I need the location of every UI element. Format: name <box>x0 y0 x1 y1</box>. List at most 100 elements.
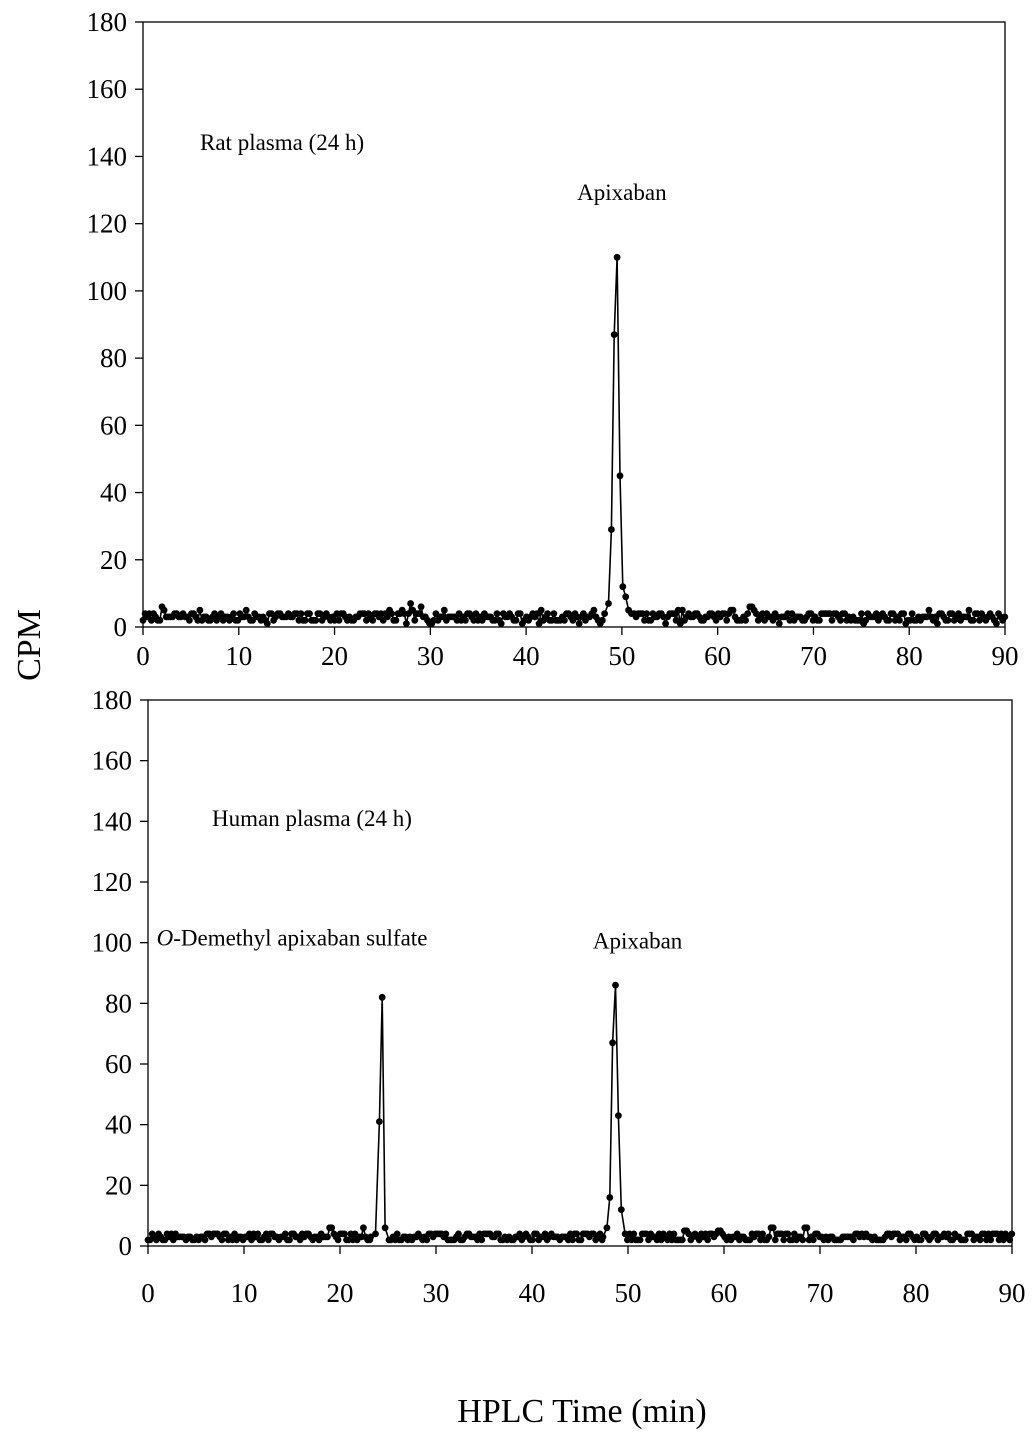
y-tick-label: 180 <box>92 685 133 715</box>
peak-annotation: Apixaban <box>577 180 667 205</box>
x-tick-label: 10 <box>231 1278 258 1308</box>
data-point <box>775 620 783 627</box>
plot-frame <box>142 21 1006 628</box>
y-tick-label: 180 <box>87 7 128 37</box>
data-point <box>945 1230 952 1238</box>
data-point <box>324 1233 331 1241</box>
human-plasma-panel: 0 20 40 60 80 100 120 140 160 180 0 10 20 30 40 50 60 70 8… <box>92 685 1026 1308</box>
x-axis-title: HPLC Time (min) <box>457 1393 706 1430</box>
x-tick-label: 50 <box>615 1278 642 1308</box>
data-point <box>662 620 669 627</box>
data-point <box>679 606 686 614</box>
data-point <box>286 1236 293 1244</box>
data-point <box>615 1112 622 1119</box>
data-point <box>742 616 749 624</box>
y-tick-label: 80 <box>105 988 132 1018</box>
data-point <box>828 616 836 624</box>
peak-annotation: O-Demethyl apixaban sulfate <box>157 926 428 951</box>
x-tick-label: 30 <box>417 641 444 671</box>
data-point <box>573 1230 581 1238</box>
data-point <box>925 606 933 614</box>
data-point <box>544 610 551 617</box>
data-point <box>617 1206 625 1213</box>
data-point <box>156 616 164 624</box>
series-line <box>142 256 1006 625</box>
data-point <box>218 1236 226 1244</box>
data-point <box>392 616 400 624</box>
data-point <box>312 616 320 624</box>
data-point <box>765 1233 773 1241</box>
data-point <box>1008 1230 1016 1238</box>
data-point <box>201 1236 209 1244</box>
rat-plasma-panel: 0 20 40 60 80 100 120 140 160 180 0 10 20 30 40 50 60 70 8… <box>87 7 1019 671</box>
data-point <box>512 616 520 624</box>
x-tick-label: 90 <box>999 1278 1026 1308</box>
data-point <box>590 606 598 614</box>
data-point <box>902 1236 910 1244</box>
data-point <box>242 606 250 614</box>
x-tick-label: 30 <box>423 1278 450 1308</box>
data-point <box>495 1230 502 1238</box>
data-point <box>837 616 844 624</box>
data-point <box>729 606 737 614</box>
data-point <box>723 616 731 624</box>
data-point <box>462 616 469 624</box>
data-point <box>550 610 558 617</box>
panel-title: Rat plasma (24 h) <box>200 130 364 155</box>
data-point <box>850 1236 857 1244</box>
data-point <box>610 331 618 338</box>
y-tick-label: 40 <box>105 1110 132 1140</box>
data-point <box>561 616 568 624</box>
data-point <box>601 610 608 617</box>
data-point <box>917 1236 925 1244</box>
data-point <box>896 616 903 624</box>
data-point <box>328 1224 336 1232</box>
data-points <box>144 981 1016 1244</box>
data-point <box>186 616 193 624</box>
data-point <box>961 1236 969 1244</box>
data-point <box>993 620 1000 627</box>
data-point <box>369 616 377 624</box>
y-tick-label: 0 <box>114 612 128 642</box>
data-point <box>297 610 305 617</box>
data-point <box>196 606 204 614</box>
x-tick-label: 60 <box>704 641 731 671</box>
data-point <box>335 616 343 624</box>
data-point <box>858 610 865 617</box>
data-point <box>678 1236 686 1244</box>
data-point <box>769 1224 777 1232</box>
y-tick-label: 20 <box>100 545 127 575</box>
data-point <box>497 620 505 627</box>
data-point <box>599 1233 607 1241</box>
data-point <box>376 1118 383 1125</box>
series-line <box>148 984 1013 1241</box>
data-point <box>608 526 615 533</box>
data-point <box>599 616 606 624</box>
data-point <box>969 616 977 624</box>
x-tick-label: 0 <box>141 1278 155 1308</box>
x-tick-label: 0 <box>136 641 150 671</box>
data-point <box>230 610 238 617</box>
data-point <box>605 600 612 607</box>
data-point <box>799 1236 807 1244</box>
y-tick-label: 140 <box>87 141 128 171</box>
data-point <box>816 616 823 624</box>
data-point <box>759 1230 766 1238</box>
y-tick-label: 20 <box>105 1170 132 1200</box>
data-point <box>254 1230 262 1238</box>
data-point <box>965 606 973 614</box>
data-point <box>1006 1236 1014 1244</box>
data-point <box>378 993 386 1001</box>
plot-frame <box>147 699 1013 1247</box>
data-point <box>784 1230 792 1238</box>
data-point <box>411 616 419 624</box>
data-point <box>643 610 650 617</box>
data-point <box>575 620 583 627</box>
data-point <box>388 610 395 617</box>
data-points <box>139 253 1009 627</box>
x-tick-label: 20 <box>321 641 348 671</box>
data-point <box>771 1236 779 1244</box>
data-point <box>636 1236 644 1244</box>
data-point <box>900 610 908 617</box>
y-tick-label: 100 <box>92 928 133 958</box>
